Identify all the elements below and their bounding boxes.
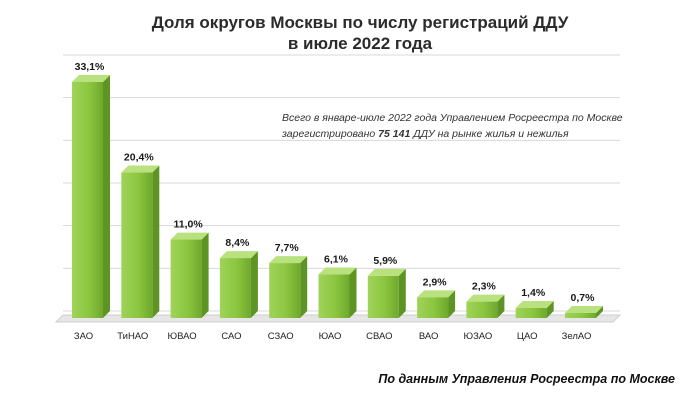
bar-front (170, 239, 202, 318)
chart-labels: 33,1% ЗАО 20,4% ТиНАО 11,0% ЮВАО 8,4% САО 7,7% СЗ… (74, 61, 595, 342)
bar-side (497, 294, 505, 318)
bar-top (417, 290, 456, 298)
category-label: ТиНАО (117, 331, 148, 342)
bar-top (515, 301, 554, 309)
category-label: САО (221, 331, 241, 342)
bar-side (250, 251, 258, 318)
bar-side (349, 267, 357, 318)
value-label: 6,1% (324, 254, 349, 266)
annotation-value: 75 141 (378, 128, 411, 140)
bar (417, 290, 456, 318)
bar-top (367, 268, 406, 276)
bar (170, 232, 209, 318)
bar-front (269, 263, 301, 318)
bar-front (318, 274, 350, 318)
bar (72, 75, 110, 318)
value-label: 5,9% (373, 255, 398, 267)
bar-top (269, 256, 308, 264)
category-label: ВАО (419, 331, 439, 342)
bar (466, 294, 505, 318)
bar-side (398, 268, 406, 318)
bar (367, 268, 406, 318)
bar-top (72, 75, 110, 82)
bar-front (219, 258, 251, 318)
bar (269, 256, 308, 318)
category-label: СВАО (366, 331, 392, 342)
annotation-line2: зарегистрировано 75 141 ДДУ на рынке жил… (282, 126, 642, 142)
bar-front (367, 275, 399, 318)
bar (565, 306, 603, 318)
bar (219, 251, 258, 318)
bar (318, 267, 357, 318)
value-label: 7,7% (275, 242, 300, 254)
bar-front (466, 301, 498, 318)
chart-title-line2: в июле 2022 года (287, 34, 433, 53)
source-note: По данным Управления Росреестра по Москв… (378, 372, 675, 386)
value-label: 8,4% (225, 237, 250, 249)
bar-side (201, 232, 209, 318)
bar-side (448, 290, 456, 318)
bar-top (219, 251, 258, 259)
bar (121, 165, 160, 318)
value-label: 2,9% (423, 276, 448, 288)
annotation-line1: Всего в январе-июле 2022 года Управление… (282, 112, 623, 124)
bar (515, 301, 554, 318)
category-label: ЮАО (319, 331, 342, 342)
category-label: ЮВАО (168, 331, 197, 342)
chart-annotation: Всего в январе-июле 2022 года Управление… (282, 110, 642, 142)
bar-top (565, 306, 603, 314)
category-label: ЮЗАО (463, 331, 492, 342)
bar-top (466, 294, 505, 302)
category-label: ЗАО (74, 331, 93, 342)
value-label: 20,4% (124, 152, 154, 164)
category-label: ЗелАО (562, 331, 592, 342)
value-label: 11,0% (173, 219, 203, 231)
bar-front (121, 172, 153, 318)
value-label: 1,4% (521, 287, 546, 299)
chart-title-line1: Доля округов Москвы по числу регистраций… (151, 13, 569, 32)
value-label: 0,7% (571, 292, 596, 304)
bar-side (300, 256, 308, 318)
bar-side (152, 165, 160, 318)
bar-side (596, 306, 603, 318)
bar-side (103, 75, 110, 318)
bar-top (318, 267, 357, 275)
bar-front (565, 313, 596, 318)
bar-front (515, 308, 547, 318)
bar-side (546, 301, 554, 318)
value-label: 2,3% (472, 281, 497, 293)
bar-top (121, 165, 160, 173)
bar-front (72, 82, 103, 318)
category-label: ЦАО (517, 331, 538, 342)
chart-title: Доля округов Москвы по числу регистраций… (150, 12, 570, 54)
value-label: 33,1% (75, 61, 105, 73)
bar-front (417, 297, 449, 318)
bar-top (170, 232, 209, 240)
chart-bars (72, 75, 603, 318)
annotation-suffix: ДДУ на рынке жилья и нежилья (413, 128, 569, 140)
annotation-prefix: зарегистрировано (282, 128, 376, 140)
category-label: СЗАО (268, 331, 294, 342)
